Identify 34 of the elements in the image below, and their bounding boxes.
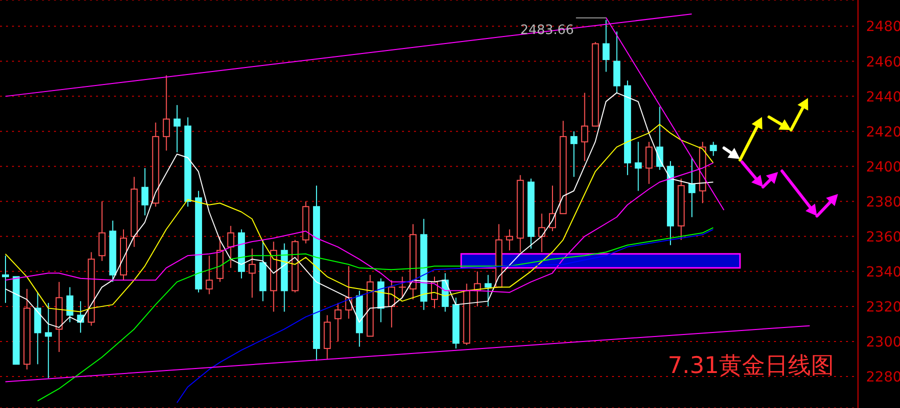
candlestick — [280, 242, 288, 312]
line-series — [4, 124, 714, 312]
candlestick — [484, 274, 492, 307]
text: 7.31黄金日线图 — [668, 352, 834, 381]
candlestick — [44, 302, 52, 379]
candlestick — [410, 224, 417, 300]
candlestick — [581, 92, 588, 162]
candlestick — [34, 292, 42, 365]
candlestick — [141, 168, 148, 216]
candlestick — [506, 228, 514, 251]
candlestick — [248, 248, 256, 298]
candlestick — [602, 19, 610, 72]
candlestick — [162, 74, 170, 152]
candlestick — [324, 314, 331, 360]
candlestick — [516, 174, 524, 253]
line-series — [4, 92, 714, 328]
candlestick — [270, 241, 278, 312]
candlestick — [259, 239, 266, 302]
candlestick — [356, 290, 363, 348]
candlestick — [313, 185, 320, 362]
candlestick — [688, 157, 696, 218]
candlestick — [98, 200, 106, 262]
candlestick — [398, 276, 406, 298]
candlestick — [624, 80, 632, 176]
candlestick — [634, 141, 642, 192]
candlestick — [23, 288, 30, 370]
candlestick — [666, 160, 674, 246]
candlestick — [2, 255, 9, 304]
candlestick — [130, 176, 138, 248]
candlestick — [174, 104, 181, 153]
candlestick — [56, 281, 63, 352]
candlestick — [538, 213, 546, 253]
candlestick — [420, 218, 428, 310]
candlestick — [227, 225, 234, 268]
